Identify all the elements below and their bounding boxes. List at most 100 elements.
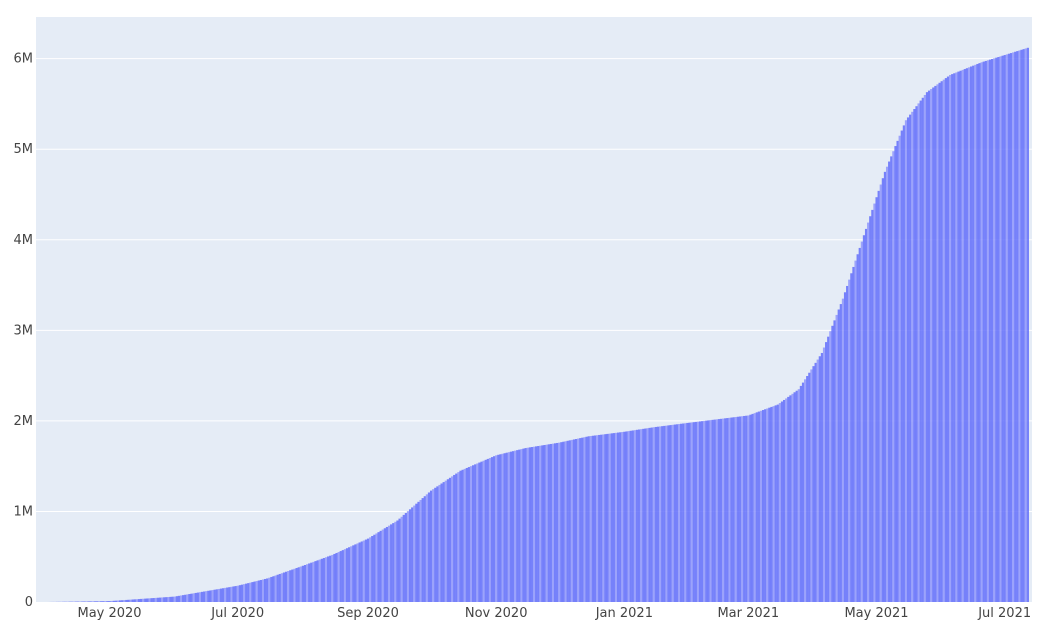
bar [299,566,302,602]
bar [156,597,160,602]
bar [312,561,315,602]
bar [274,575,277,602]
bar [226,587,229,602]
bar [280,573,284,602]
bar [188,594,191,602]
bar [982,61,985,603]
bar [846,285,849,602]
bar [316,560,319,602]
bar [745,415,748,602]
bar [688,422,691,602]
bar [888,161,891,602]
gridlines [36,58,1032,512]
bar [736,416,740,602]
bar [379,530,382,602]
bar [940,81,943,602]
bar [135,599,139,602]
bar [856,254,859,602]
bar [759,410,763,602]
bar [560,442,563,602]
bar [728,417,731,602]
bar [671,424,674,602]
bar [119,600,122,602]
bar [997,57,1000,602]
bar [192,593,195,602]
bar [203,591,206,602]
bar [350,546,353,602]
bar [892,151,895,602]
bar [812,366,815,602]
bar [112,600,115,602]
bar [793,392,796,602]
bar [106,601,109,602]
bar [581,437,584,602]
bar [341,550,344,602]
bar [320,558,323,602]
bar [465,467,468,602]
bar [946,76,950,602]
bar [257,580,260,602]
bar [732,417,735,602]
bar [528,447,531,602]
bar [902,125,906,603]
bar [885,166,889,602]
bar [177,595,181,602]
bar [190,593,193,602]
bar [423,496,426,602]
bar [293,568,296,602]
bar [427,492,431,602]
bar [230,586,233,602]
bar [829,331,832,602]
bar [810,369,813,602]
bar [209,590,212,602]
bar [808,372,811,602]
bar [184,594,187,602]
bar [900,130,903,602]
bar [451,476,454,602]
bar [154,597,157,602]
bar [348,547,351,602]
bar [165,597,168,602]
x-tick-label: Nov 2020 [465,606,528,621]
bar [623,431,626,602]
bar [123,600,126,602]
bar [774,405,777,602]
bar [268,577,271,602]
bar [558,442,561,602]
bar [507,452,510,602]
bar [95,601,99,602]
bar [448,477,452,602]
bar [333,553,336,602]
bar [602,434,605,602]
bar [337,552,340,602]
bar [980,62,983,602]
bar [196,592,199,602]
bar [547,444,550,602]
bar [482,460,485,602]
bar [682,423,685,602]
bar [417,501,420,602]
bar [387,525,391,602]
bar [600,434,603,602]
bar [862,235,866,603]
bar [572,439,576,602]
bar [392,523,395,602]
bar [959,70,962,603]
bar [125,599,128,602]
bar [974,64,977,602]
bar [396,520,399,602]
bar [219,588,223,602]
bar [970,66,973,602]
bar [850,273,853,602]
bar [442,482,445,602]
bar [1007,53,1011,603]
bar [776,404,779,602]
bar [242,584,246,602]
bar [150,598,153,602]
bar [89,601,92,602]
bar [495,455,498,602]
bar [804,379,807,602]
bar [911,111,914,602]
bar [642,428,645,602]
bar [696,421,700,602]
